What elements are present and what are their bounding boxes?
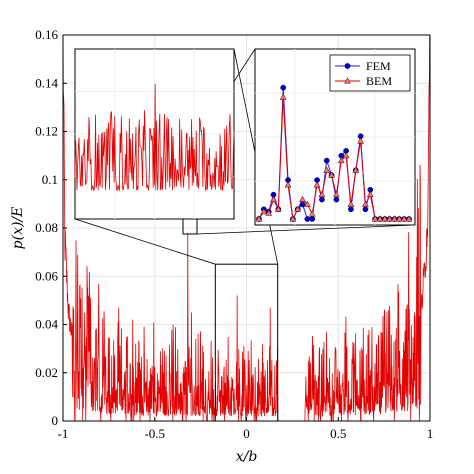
bem-point: [303, 200, 311, 207]
y-tick-label: 0.1: [42, 172, 58, 187]
bem-point: [371, 215, 379, 222]
legend-label-fem: FEM: [366, 59, 391, 73]
fem-point: [323, 157, 330, 164]
series-line-bem: [62, 34, 431, 422]
bem-point: [323, 166, 331, 173]
bem-point: [376, 215, 384, 222]
bem-point: [308, 210, 316, 217]
x-axis-label: x/b: [236, 449, 258, 465]
bem-point: [284, 181, 292, 188]
bem-point: [342, 152, 350, 159]
fem-point: [309, 216, 316, 222]
legend-bem-marker: [344, 77, 351, 84]
fem-point: [304, 216, 311, 222]
left-inset: [74, 48, 235, 220]
fem-point: [280, 84, 287, 91]
y-tick-label: 0.06: [35, 268, 58, 283]
main-series: [62, 34, 431, 422]
bem-point: [362, 200, 369, 207]
legend-box: [329, 54, 411, 92]
y-tick-label: 0.04: [35, 317, 58, 332]
bem-point: [265, 209, 273, 216]
bem-point: [332, 190, 340, 198]
bem-point: [391, 215, 398, 222]
zoom-box-main: [214, 263, 279, 422]
bem-point: [386, 215, 394, 222]
zoom-connector: [196, 224, 416, 235]
legend-fem-marker: [344, 63, 351, 69]
x-tick-label: 0.5: [330, 426, 346, 441]
y-tick-label: 0: [52, 413, 59, 428]
x-tick-label: 1: [427, 426, 434, 441]
y-axis-label: p(x)/E: [10, 207, 26, 250]
bem-point: [260, 207, 268, 215]
x-tick-label: 0: [243, 426, 250, 441]
y-tick-label: 0.16: [35, 27, 58, 42]
bem-point: [294, 205, 302, 212]
fem-point: [333, 196, 340, 203]
y-tick-label: 0.02: [35, 365, 58, 380]
bem-point: [313, 181, 321, 188]
bem-point: [400, 215, 408, 222]
bem-point: [318, 190, 326, 198]
x-tick-label: -1: [58, 426, 69, 441]
bem-point: [357, 137, 365, 144]
zoom-connector: [74, 218, 216, 265]
bem-point: [299, 195, 306, 202]
bem-point: [366, 190, 374, 198]
bem-point: [405, 215, 413, 222]
bem-point: [255, 215, 263, 222]
fem-point: [319, 196, 325, 203]
bem-point: [328, 171, 336, 178]
bem-point: [337, 156, 345, 164]
bem-point: [270, 195, 277, 202]
bem-point: [395, 215, 403, 222]
fem-point: [348, 206, 354, 213]
left-inset-series: [74, 83, 235, 192]
ticks: -1 -0.5 0 0.5 1 0 0.02 0.04 0.06 0.08 0.1 0.12 0.14 0…: [35, 27, 433, 441]
bem-point: [274, 205, 282, 212]
y-tick-label: 0.12: [35, 124, 58, 139]
bem-point: [347, 200, 355, 207]
bem-point: [279, 93, 287, 100]
legend-label-bem: BEM: [366, 74, 392, 88]
y-tick-label: 0.08: [35, 220, 58, 235]
bem-point: [289, 215, 297, 222]
y-tick-label: 0.14: [35, 75, 58, 90]
x-tick-label: -0.5: [144, 426, 165, 441]
fem-point: [362, 206, 369, 213]
bem-point: [352, 166, 360, 173]
bem-point: [381, 215, 389, 222]
